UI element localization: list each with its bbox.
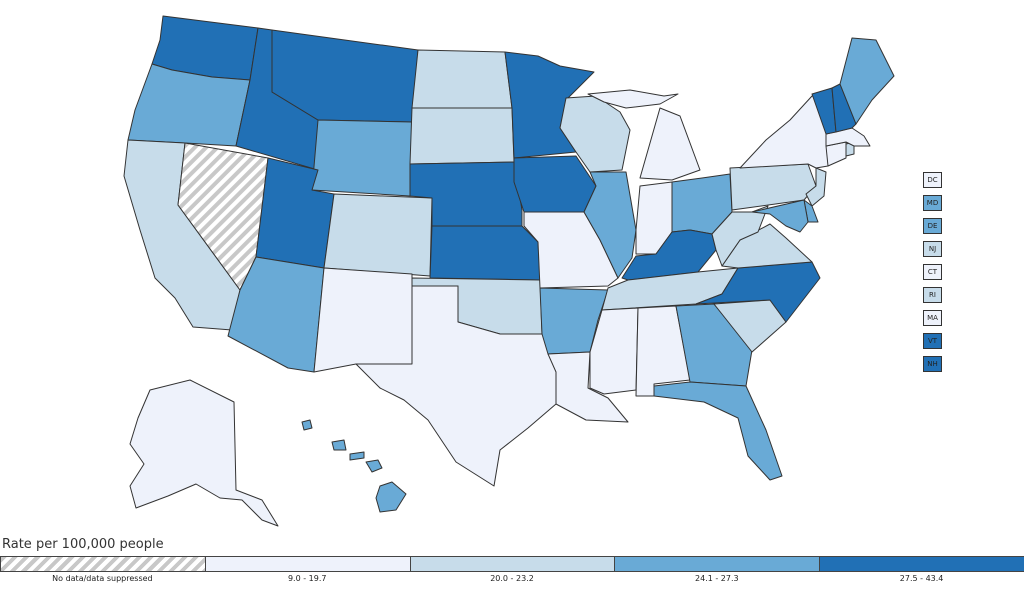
legend-title: Rate per 100,000 people xyxy=(2,537,164,552)
state-massachusetts[interactable] xyxy=(825,127,871,147)
state-new-hampshire[interactable] xyxy=(831,83,857,133)
legend-label-0: No data/data suppressed xyxy=(52,574,153,583)
small-state-box-ma[interactable]: MA xyxy=(923,310,942,326)
state-illinois[interactable] xyxy=(583,171,637,279)
state-louisiana[interactable] xyxy=(547,351,629,423)
legend-swatch-2[interactable] xyxy=(409,556,616,572)
small-state-box-ri[interactable]: RI xyxy=(923,287,942,303)
state-hawaii-maui[interactable] xyxy=(365,459,383,473)
small-state-box-vt[interactable]: VT xyxy=(923,333,942,349)
state-maine[interactable] xyxy=(839,37,895,125)
state-texas[interactable] xyxy=(355,285,557,487)
legend-swatch-3[interactable] xyxy=(614,556,821,572)
state-new-york[interactable] xyxy=(739,95,829,169)
state-iowa[interactable] xyxy=(513,155,597,213)
state-colorado[interactable] xyxy=(323,193,433,277)
small-state-box-de[interactable]: DE xyxy=(923,218,942,234)
legend-label-3: 24.1 - 27.3 xyxy=(694,574,739,583)
state-new-mexico[interactable] xyxy=(313,267,413,373)
legend-labels: No data/data suppressed 9.0 - 19.7 20.0 - … xyxy=(0,574,1024,583)
state-michigan[interactable] xyxy=(639,107,701,181)
us-choropleth-map xyxy=(123,15,895,527)
small-state-box-dc[interactable]: DC xyxy=(923,172,942,188)
state-hawaii[interactable] xyxy=(375,481,407,513)
state-hawaii-oahu[interactable] xyxy=(331,439,347,451)
legend-swatch-0[interactable] xyxy=(0,556,206,572)
small-state-box-nj[interactable]: NJ xyxy=(923,241,942,257)
state-north-carolina[interactable] xyxy=(695,261,821,323)
state-alaska[interactable] xyxy=(129,379,279,527)
legend-label-2: 20.0 - 23.2 xyxy=(490,574,534,583)
small-state-box-md[interactable]: MD xyxy=(923,195,942,211)
legend-swatch-4[interactable] xyxy=(819,556,1024,572)
small-state-box-nh[interactable]: NH xyxy=(923,356,942,372)
small-state-box-ct[interactable]: CT xyxy=(923,264,942,280)
legend-color-bar xyxy=(0,556,1024,572)
state-florida[interactable] xyxy=(653,381,783,481)
legend-swatch-1[interactable] xyxy=(204,556,411,572)
state-north-dakota[interactable] xyxy=(411,49,513,109)
state-michigan-upper[interactable] xyxy=(587,89,679,109)
legend-label-1: 9.0 - 19.7 xyxy=(287,574,327,583)
legend-label-4: 27.5 - 43.4 xyxy=(899,574,944,583)
state-wyoming[interactable] xyxy=(311,119,413,197)
state-south-dakota[interactable] xyxy=(409,107,515,165)
state-kansas[interactable] xyxy=(429,225,541,281)
state-west-virginia[interactable] xyxy=(711,205,769,267)
state-hawaii-molokai[interactable] xyxy=(349,451,365,461)
state-georgia[interactable] xyxy=(675,303,753,387)
state-maryland[interactable] xyxy=(751,199,809,233)
state-hawaii-kauai[interactable] xyxy=(301,419,313,431)
